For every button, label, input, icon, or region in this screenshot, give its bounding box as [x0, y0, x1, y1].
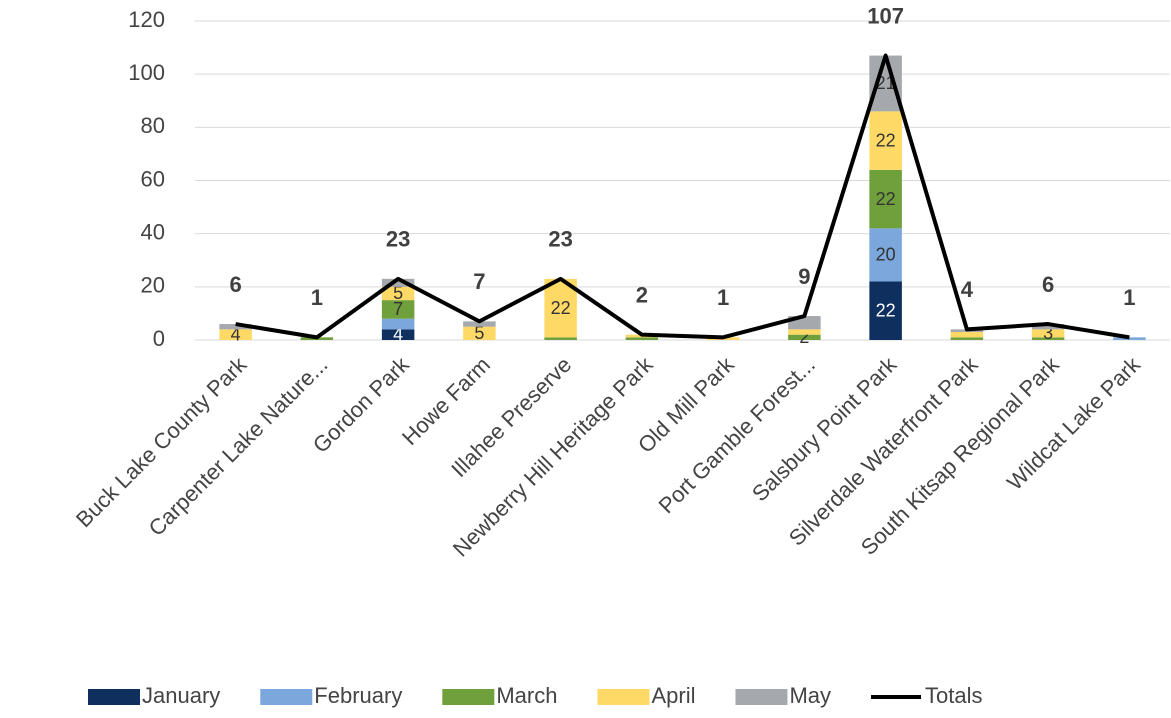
- bar-segment: [950, 332, 984, 338]
- bar-segment: [869, 55, 902, 112]
- legend-label: April: [651, 683, 695, 708]
- legend-swatch: [735, 689, 788, 705]
- total-label: 7: [473, 269, 485, 294]
- bar-segment: [869, 111, 902, 170]
- total-label: 23: [548, 227, 572, 252]
- total-label: 23: [386, 227, 410, 252]
- bar-segment: [788, 329, 821, 335]
- legend-label: January: [142, 683, 220, 708]
- legend: January February March April May Totals: [88, 683, 983, 708]
- bar-segment: [869, 169, 902, 229]
- y-tick-label: 60: [141, 166, 165, 191]
- data-label: 20: [876, 245, 896, 265]
- bar-segment: [381, 318, 415, 330]
- data-label: 22: [876, 301, 896, 321]
- bar-segment: [1031, 337, 1065, 340]
- total-label: 1: [1123, 285, 1135, 310]
- bar-segment: [950, 337, 984, 340]
- bar-segment: [1031, 329, 1065, 338]
- data-label: 22: [551, 298, 571, 318]
- bar-segment: [381, 300, 415, 319]
- bar-segment: [869, 281, 902, 340]
- x-tick-label: Wildcat Lake Park: [1002, 351, 1146, 495]
- total-label: 4: [961, 277, 974, 302]
- legend-swatch: [260, 689, 313, 705]
- data-label: 2: [799, 327, 809, 347]
- data-label: 5: [393, 283, 403, 303]
- y-tick-label: 40: [141, 219, 165, 244]
- legend-label: March: [496, 683, 557, 708]
- total-label: 2: [636, 282, 648, 307]
- bar-segment: [463, 326, 496, 340]
- legend-swatch: [88, 689, 140, 705]
- data-label: 7: [393, 299, 403, 319]
- total-label: 1: [717, 285, 729, 310]
- y-tick-label: 0: [153, 326, 165, 351]
- y-tick-label: 100: [128, 60, 165, 85]
- total-label: 1: [311, 285, 323, 310]
- legend-label: May: [789, 683, 831, 708]
- y-tick-label: 120: [128, 7, 165, 32]
- bar-segment: [625, 337, 659, 340]
- data-label: 5: [474, 323, 484, 343]
- y-tick-label: 20: [141, 273, 165, 298]
- bar-segment: [219, 329, 252, 340]
- data-label: 22: [876, 189, 896, 209]
- legend-label: Totals: [925, 683, 982, 708]
- bar-segment: [381, 278, 415, 287]
- bar-segment: [1031, 324, 1065, 330]
- legend-swatch: [442, 689, 495, 705]
- bar-segment: [381, 329, 415, 340]
- total-label: 6: [230, 272, 242, 297]
- legend-label: February: [314, 683, 402, 708]
- data-label: 4: [393, 324, 403, 344]
- bar-segment: [381, 286, 415, 301]
- total-label: 6: [1042, 272, 1054, 297]
- x-tick-label: Port Gamble Forest...: [654, 352, 820, 518]
- legend-swatch: [597, 689, 650, 705]
- y-tick-label: 80: [141, 113, 165, 138]
- bar-segment: [219, 324, 252, 330]
- data-label: 22: [876, 130, 896, 150]
- bar-segment: [463, 321, 496, 327]
- bar-segment: [1113, 337, 1146, 340]
- total-label: 107: [867, 3, 904, 28]
- data-label: 4: [231, 324, 241, 344]
- x-tick-label: Salsbury Point Park: [747, 351, 902, 506]
- bar-segment: [544, 337, 577, 340]
- totals-line: [235, 53, 1130, 340]
- total-label: 9: [798, 264, 810, 289]
- bar-segment: [869, 228, 902, 282]
- data-label: 3: [1043, 323, 1053, 343]
- bar-segment: [788, 334, 821, 340]
